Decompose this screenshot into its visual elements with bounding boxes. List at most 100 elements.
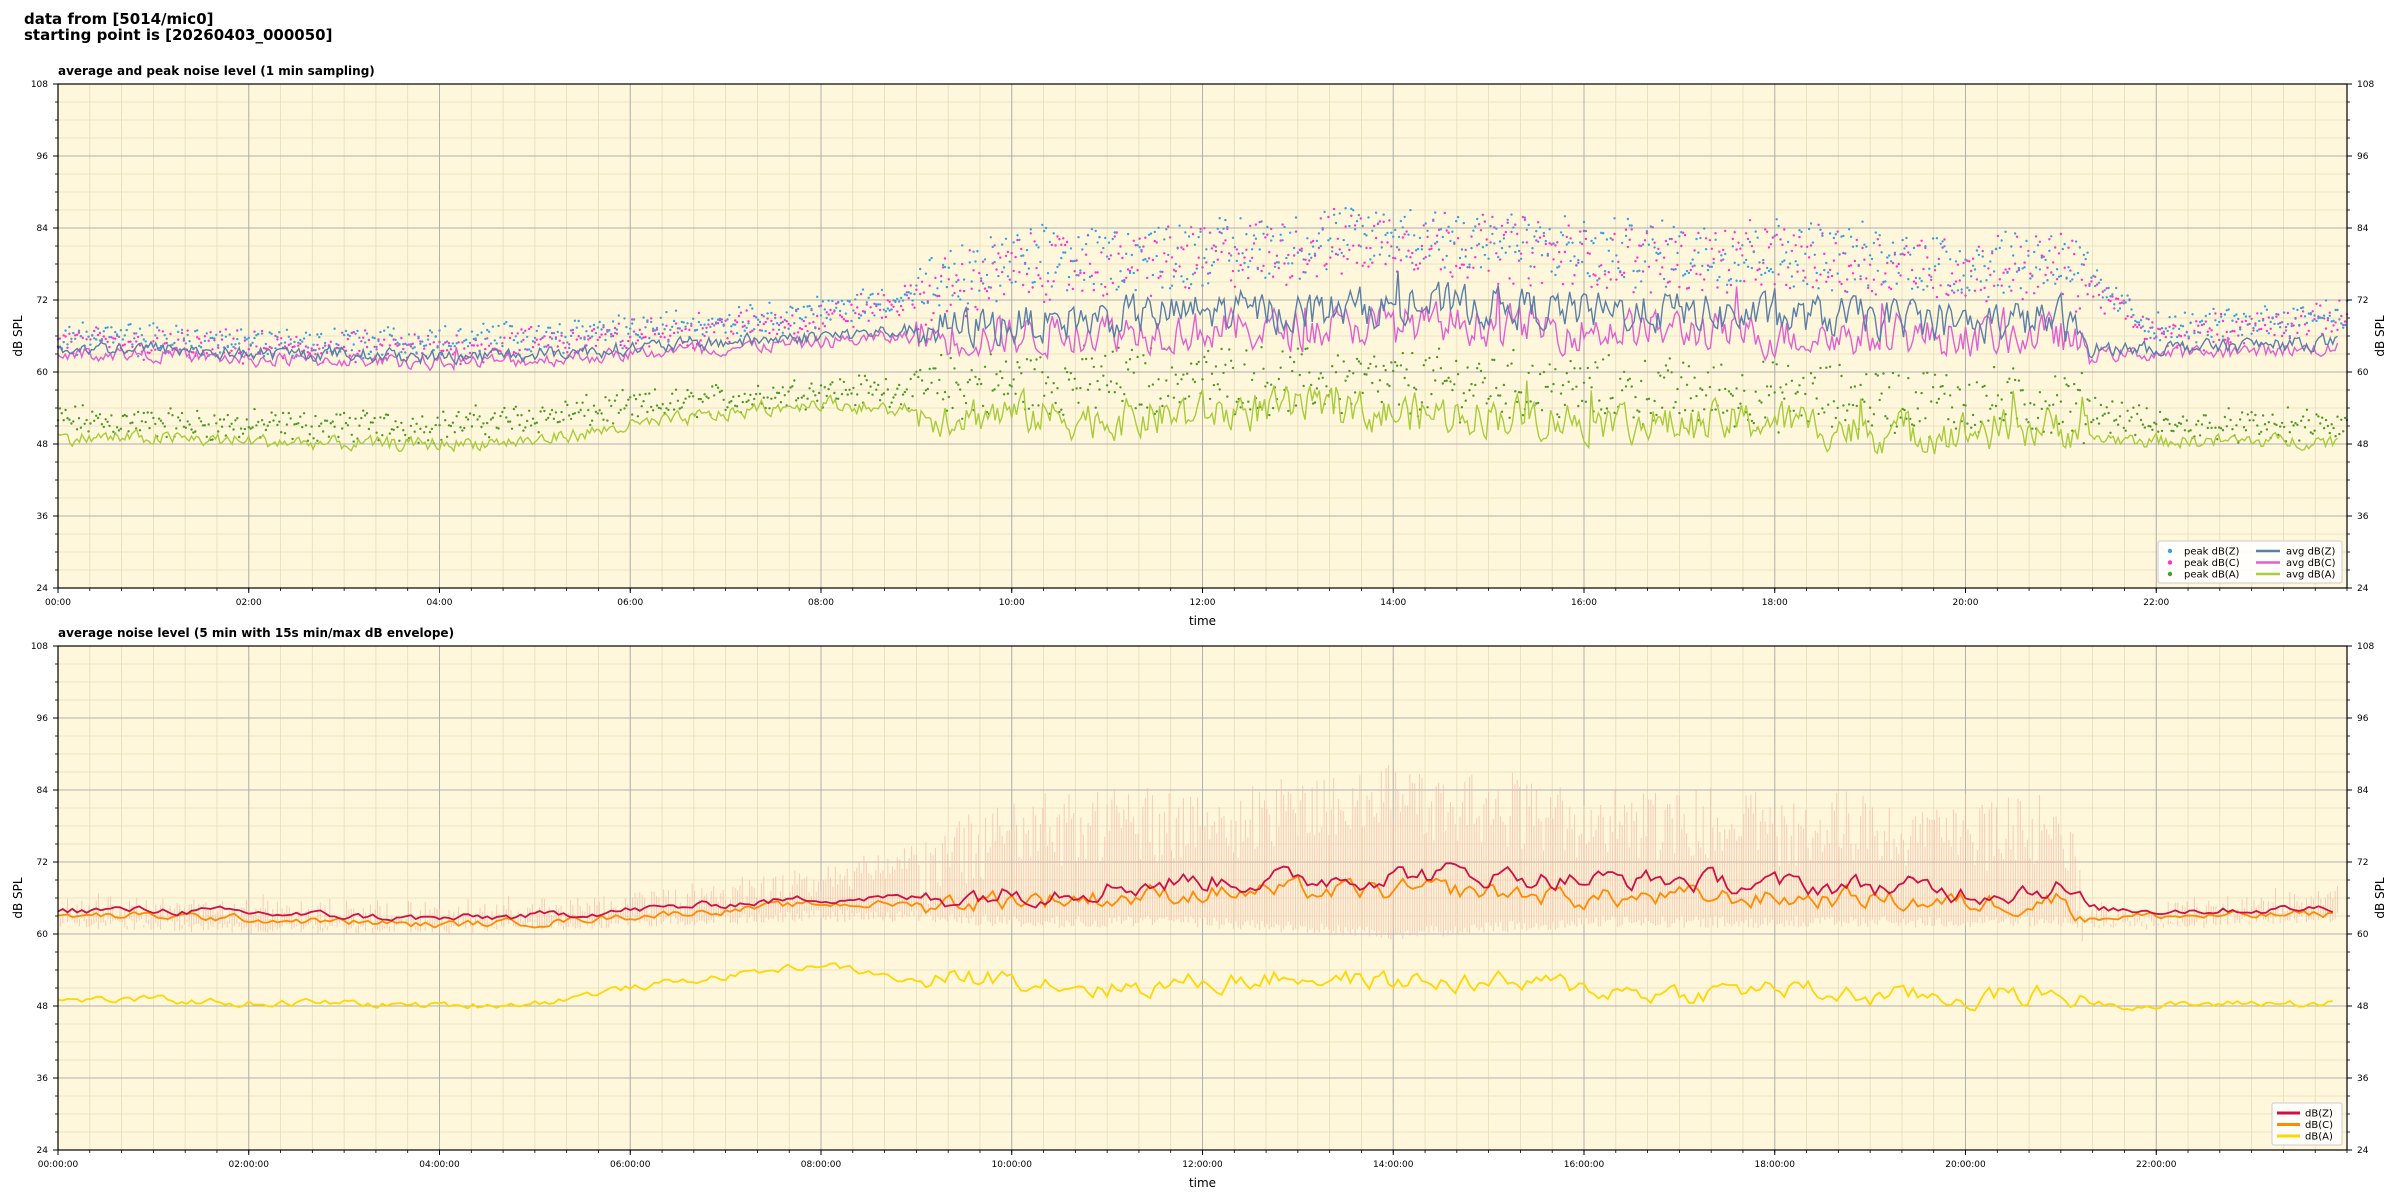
chart1-peak-point <box>1365 234 1368 237</box>
chart1-peak-point <box>2118 302 2122 305</box>
chart1-peak-point <box>1725 409 1729 412</box>
chart1-peak-point <box>1510 230 1513 234</box>
chart1-peak-point <box>1390 245 1393 248</box>
chart1-peak-point <box>838 378 842 381</box>
chart1-peak-point <box>1975 249 1979 252</box>
chart1-peak-point <box>791 306 794 310</box>
chart1-peak-point <box>1037 246 1040 249</box>
chart1-peak-point <box>1834 242 1838 245</box>
chart1-peak-point <box>1960 291 1963 294</box>
chart1-peak-point <box>1420 248 1424 251</box>
chart1-peak-point <box>430 331 434 334</box>
chart1-peak-point <box>1926 256 1929 259</box>
chart1-peak-point <box>1582 229 1586 233</box>
chart1-peak-point <box>882 392 886 395</box>
chart1-peak-point <box>1313 401 1317 404</box>
chart1-peak-point <box>823 308 826 311</box>
chart1-peak-point <box>249 343 252 346</box>
chart1-peak-point <box>2237 317 2240 321</box>
chart1-peak-point <box>537 431 540 434</box>
chart1-peak-point <box>1336 354 1340 357</box>
chart1-peak-point <box>1874 372 1878 376</box>
chart1-peak-point <box>2019 245 2023 248</box>
chart1-peak-point <box>522 429 525 432</box>
chart1-peak-point <box>1628 224 1632 227</box>
chart1-peak-point <box>2313 314 2316 317</box>
chart1-peak-point <box>1046 280 1050 283</box>
chart1-ytick-label-right: 24 <box>2357 584 2369 594</box>
chart1-peak-point <box>1046 272 1050 275</box>
chart1-peak-point <box>1115 382 1118 385</box>
chart1-peak-point <box>1743 389 1746 392</box>
chart1-peak-point <box>1445 254 1448 258</box>
chart1-peak-point <box>2168 325 2171 328</box>
chart1-peak-point <box>850 392 853 395</box>
chart1-peak-point <box>375 431 378 434</box>
chart1-peak-point <box>1435 240 1439 244</box>
chart1-peak-point <box>482 361 485 364</box>
chart1-peak-point <box>1300 249 1303 253</box>
chart1-peak-point <box>2124 317 2127 320</box>
chart1-peak-point <box>983 287 987 290</box>
chart1-peak-point <box>2105 296 2108 299</box>
chart1-peak-point <box>503 322 506 326</box>
chart1-peak-point <box>1525 228 1529 231</box>
chart1-peak-point <box>2212 340 2215 344</box>
chart1-peak-point <box>766 312 769 315</box>
chart1-peak-point <box>1132 271 1136 275</box>
chart1-peak-point <box>1676 263 1679 267</box>
chart1-peak-point <box>2160 327 2164 330</box>
chart1-peak-point <box>1474 383 1477 387</box>
chart1-peak-point <box>156 336 159 340</box>
chart1-peak-point <box>1191 232 1195 236</box>
chart1-peak-point <box>2216 438 2219 441</box>
chart1-peak-point <box>2343 323 2347 327</box>
chart1-peak-point <box>548 336 552 339</box>
chart1-peak-point <box>713 331 716 334</box>
chart1-peak-point <box>423 431 426 434</box>
chart1-peak-point <box>2086 398 2089 401</box>
chart1-peak-point <box>1704 394 1708 397</box>
chart1-peak-point <box>1779 238 1782 241</box>
chart1-peak-point <box>1470 382 1473 386</box>
chart1-peak-point <box>743 392 746 396</box>
chart1-peak-point <box>268 420 271 424</box>
chart1-peak-point <box>819 304 823 307</box>
chart1-peak-point <box>762 315 765 318</box>
chart1-peak-point <box>1155 241 1158 244</box>
chart1-peak-point <box>2122 302 2125 305</box>
chart1-peak-point <box>1657 371 1660 374</box>
chart1-peak-point <box>1001 270 1004 274</box>
chart1-peak-point <box>1506 221 1509 224</box>
chart1-peak-point <box>1630 224 1633 227</box>
chart1-peak-point <box>2059 232 2063 236</box>
chart1-peak-point <box>703 323 706 326</box>
chart1-peak-point <box>1182 280 1185 283</box>
chart1-peak-point <box>1077 274 1080 277</box>
chart1-peak-point <box>1619 270 1622 273</box>
chart1-peak-point <box>117 429 121 432</box>
chart1-peak-point <box>1550 390 1553 393</box>
chart1-peak-point <box>1914 276 1918 280</box>
chart1-peak-point <box>642 316 645 319</box>
chart1-peak-point <box>1506 364 1509 367</box>
chart1-peak-point <box>308 333 311 337</box>
chart1-peak-point <box>2109 295 2112 298</box>
chart1-peak-point <box>371 421 374 424</box>
chart1-peak-point <box>1483 376 1487 380</box>
chart1-peak-point <box>2326 316 2330 320</box>
chart1-peak-point <box>2298 323 2301 327</box>
chart1-peak-point <box>856 293 859 297</box>
chart1-peak-point <box>711 385 714 388</box>
chart1-legend-box <box>2157 540 2343 584</box>
chart1-peak-point <box>2179 335 2183 338</box>
chart1-peak-point <box>360 340 363 343</box>
chart1-peak-point <box>648 345 651 348</box>
chart1-peak-point <box>2162 332 2166 336</box>
chart1-peak-point <box>1592 241 1595 245</box>
chart1-peak-point <box>1029 359 1033 362</box>
chart1-peak-point <box>2012 278 2015 282</box>
chart1-peak-point <box>402 347 405 351</box>
chart1-peak-point <box>978 378 981 381</box>
chart1-peak-point <box>518 423 521 427</box>
